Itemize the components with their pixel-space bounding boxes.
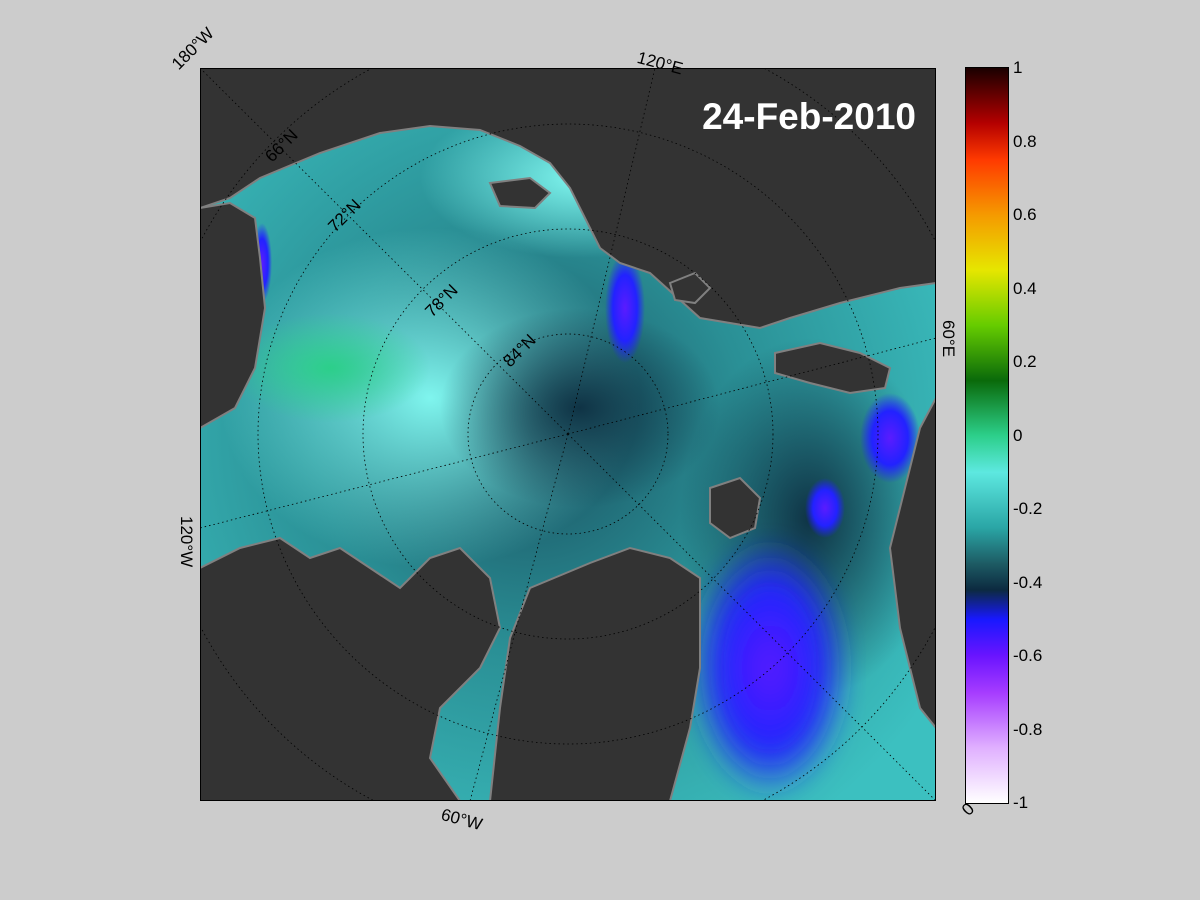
date-label: 24-Feb-2010 [702, 96, 916, 137]
land-franz-josef [668, 271, 712, 305]
land-canada [200, 536, 502, 801]
map-panel: 66°N 72°N 78°N 84°N 24-Feb-2010 [200, 68, 936, 801]
colorbar-tick-label: 0.2 [1013, 352, 1037, 371]
latitude-circle-78 [362, 228, 774, 640]
lon-label-60e: 60°E [939, 320, 958, 358]
colorbar-tick-label: -0.2 [1013, 499, 1043, 518]
ice-blue-zone [690, 538, 850, 798]
meridian-60e [567, 337, 936, 435]
ice-dark-zone [440, 308, 720, 508]
meridian-60w [469, 433, 569, 801]
latitude-circle-72 [257, 123, 879, 745]
colorbar-tick-label: -0.8 [1013, 719, 1043, 739]
land-novaya-zemlya [774, 341, 892, 395]
land-scandinavia [888, 397, 936, 730]
ice-blue-zone [860, 393, 920, 483]
colorbar-tick-label: 1 [1013, 58, 1023, 77]
meridian-180 [200, 68, 569, 435]
colorbar-tick-label: 0.6 [1013, 205, 1037, 224]
map-border [200, 68, 936, 801]
ice-green-zone [230, 313, 430, 423]
ice-blue-zone [605, 253, 645, 363]
land-new-siberian-islands [488, 176, 552, 210]
lon-label-120w: 120°W [177, 516, 196, 568]
land-alaska [200, 201, 267, 430]
colorbar-tick-label: -0.6 [1013, 646, 1043, 665]
meridian-0 [567, 433, 936, 801]
graticule [200, 68, 936, 801]
map-svg: 66°N 72°N 78°N 84°N [200, 68, 936, 801]
land-svalbard [709, 476, 762, 540]
lon-label-60w: 60°W [439, 805, 485, 835]
colorbar-tick-label: -1 [1013, 793, 1029, 812]
colorbar-tick-label: -0.4 [1013, 572, 1043, 592]
ice-blue-zone [805, 478, 845, 538]
meridian-120w [200, 433, 569, 529]
latitude-circle-84 [467, 333, 669, 535]
lon-label-180w: 180°W [168, 23, 218, 74]
colorbar [965, 67, 1009, 804]
colorbar-tick-label: 0 [1013, 425, 1023, 445]
land-masses [200, 68, 936, 801]
colorbar-tick-label: 0.8 [1013, 131, 1037, 151]
colorbar-ticks: 1 0.8 0.6 0.4 0.2 0 -0.2 -0.4 -0.6 -0.8 -1 [1008, 58, 1068, 812]
colorbar-tick-label: 0.4 [1013, 278, 1037, 298]
land-greenland [488, 546, 701, 801]
land-siberia [200, 68, 936, 330]
